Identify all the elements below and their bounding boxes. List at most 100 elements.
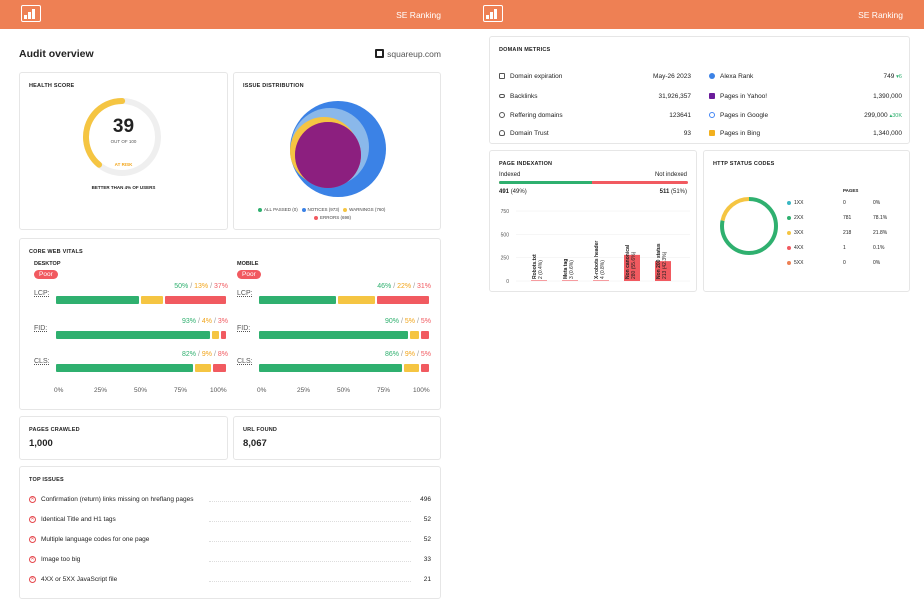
cwv-bar-good [56,296,139,304]
cwv-metric-bar [259,331,429,339]
legend-warnings: WARNINGS (760) [343,207,385,212]
http-status-row[interactable]: 1XX 0 0% [787,200,897,208]
cwv-bar-needs-improvement [338,296,375,304]
yahoo-icon [709,93,715,99]
issue-row[interactable]: ✕ Confirmation (return) links missing on … [29,496,431,503]
cwv-metric-bar [56,296,226,304]
cwv-title: CORE WEB VITALS [29,249,83,255]
indexation-bar[interactable] [531,280,547,281]
pages-crawled-value: 1,000 [29,438,53,449]
cwv-bar-poor [377,296,429,304]
error-icon: ✕ [29,516,36,523]
bing-icon [709,130,715,136]
cwv-metric-bar [259,364,429,372]
indexation-bar[interactable] [624,254,640,281]
http-donut-segment[interactable] [720,197,778,255]
cwv-bar-poor [420,364,429,372]
health-score-gauge [83,98,161,176]
indexation-bar[interactable] [562,280,578,281]
cwv-metric-percentages: 90% / 5% / 5% [385,318,431,325]
domain-metrics-card: DOMAIN METRICS Domain expiration May-26 2… [489,36,910,144]
domain-metrics-title: DOMAIN METRICS [499,47,551,53]
se-ranking-logo-icon[interactable] [21,5,41,22]
calendar-icon [499,73,505,79]
cwv-bar-needs-improvement [410,331,419,339]
cwv-axis-tick: 75% [377,387,391,394]
http-status-row[interactable]: 2XX 781 78.1% [787,215,897,223]
cwv-metric-bar [56,331,226,339]
google-icon [709,112,715,118]
not-indexed-value: 511 (51%) [659,189,687,195]
issue-distribution-title: ISSUE DISTRIBUTION [243,83,304,89]
trust-icon [499,130,505,136]
globe-icon [499,112,505,118]
bar-label: 213 (42.3%) [662,251,668,279]
bar-label: 4 (0.8%) [600,260,606,279]
brand-name: SE Ranking [858,10,903,20]
domain-label: squareup.com [375,49,441,59]
metric-referring-domains: Reffering domains 123641 [499,112,691,122]
cwv-mobile: MOBILE Poor LCP: 46% / 22% / 31% FID: 90% /… [223,239,433,409]
bar-label: Robots.txt [532,254,538,279]
legend-notices: NOTICES (973) [301,207,339,212]
cwv-bar-poor [212,364,226,372]
status-dot [787,246,791,250]
top-bar: SE Ranking [0,0,462,29]
http-status-row[interactable]: 4XX 1 0.1% [787,245,897,253]
alexa-delta: ▾6 [896,74,902,80]
http-status-card: HTTP STATUS CODES PAGES 1XX 0 0% 2XX 781 78.1… [703,150,910,292]
status-dot [787,201,791,205]
cwv-metric-label: LCP: [237,290,253,297]
cwv-metric-label: LCP: [34,290,50,297]
top-bar: SE Ranking [462,0,924,29]
page-title: Audit overview [19,48,94,60]
se-ranking-logo-icon[interactable] [483,5,503,22]
cwv-metric-bar [56,364,226,372]
cwv-bar-needs-improvement [212,331,219,339]
legend-all-passed: ALL PASSED (0) [258,207,298,212]
metric-domain-trust: Domain Trust 93 [499,130,691,140]
metric-pages-in-bing: Pages in Bing 1,340,000 [709,130,902,140]
status-dot [787,261,791,265]
bar-label: 2 (0.4%) [538,260,544,279]
y-tick-label: 0 [506,279,509,285]
http-status-donut [720,197,778,255]
indexation-bar[interactable] [655,261,671,281]
indexation-bar[interactable] [593,280,609,281]
issue-row[interactable]: ✕ Identical Title and H1 tags 52 [29,516,431,523]
cwv-metric-bar [259,296,429,304]
alexa-icon [709,73,715,79]
core-web-vitals-card: CORE WEB VITALS DESKTOP Poor LCP: 50% / 1… [19,238,441,410]
issue-row[interactable]: ✕ Image too big 33 [29,556,431,563]
url-found-title: URL FOUND [243,427,278,433]
error-icon: ✕ [29,576,36,583]
status-dot [787,231,791,235]
cwv-axis-tick: 50% [337,387,351,394]
error-icon: ✕ [29,496,36,503]
y-tick-label: 750 [501,209,510,215]
cwv-metric-percentages: 50% / 13% / 37% [174,283,228,290]
cwv-axis-tick: 25% [297,387,311,394]
http-status-row[interactable]: 5XX 0 0% [787,260,897,268]
metric-alexa-rank: Alexa Rank 749 ▾6 [709,73,902,83]
square-logo-icon [375,49,385,58]
bar-label: Non canonical [625,244,631,279]
error-icon: ✕ [29,556,36,563]
cwv-bar-good [259,364,402,372]
y-tick-label: 250 [501,256,510,262]
google-delta: ▴30K [889,113,902,119]
cwv-metric-label: CLS: [237,358,253,365]
cwv-desktop-badge: Poor [34,270,58,279]
issue-row[interactable]: ✕ Multiple language codes for one page 52 [29,536,431,543]
audit-page-left: SE Ranking Audit overview squareup.com H… [0,0,462,599]
http-status-row[interactable]: 3XX 218 21.8% [787,230,897,238]
error-icon: ✕ [29,536,36,543]
errors-inner-circle [295,122,361,188]
bar-label: 3 (0.6%) [569,260,575,279]
page-indexation-card: PAGE INDEXATION Indexed Not indexed 491 … [489,150,697,292]
issue-row[interactable]: ✕ 4XX or 5XX JavaScript file 21 [29,576,431,583]
health-score-status: AT RISK [114,162,133,167]
cwv-metric-percentages: 82% / 9% / 8% [182,351,228,358]
http-status-title: HTTP STATUS CODES [713,161,775,167]
health-score-title: HEALTH SCORE [29,83,75,89]
